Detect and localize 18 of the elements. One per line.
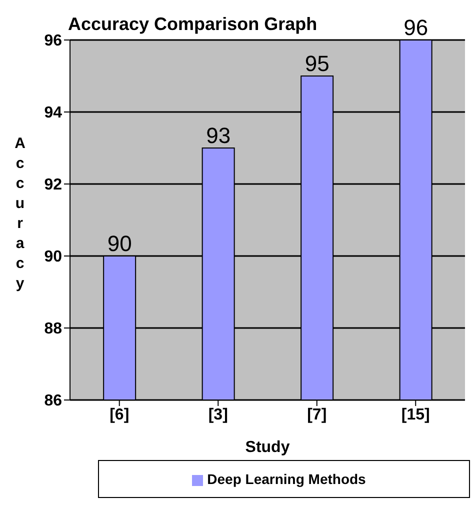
x-tick-label: [3]	[208, 406, 228, 424]
data-label: 96	[404, 15, 428, 40]
y-tick-label: 94	[44, 104, 62, 122]
y-tick-label: 88	[44, 320, 62, 338]
chart-title: Accuracy Comparison Graph	[68, 14, 318, 35]
y-axis-title: Accuracy	[14, 135, 26, 292]
x-tick-label: [6]	[110, 406, 130, 424]
y-tick-label: 96	[44, 32, 62, 50]
data-label: 93	[206, 123, 231, 148]
data-label: 90	[107, 231, 132, 256]
x-tick-label: [7]	[307, 406, 327, 424]
y-tick-label: 86	[44, 392, 62, 410]
x-tick-label: [15]	[401, 406, 430, 424]
x-axis-title: Study	[245, 439, 290, 456]
legend-label: Deep Learning Methods	[207, 471, 366, 487]
y-tick-label: 90	[44, 248, 62, 266]
data-label: 95	[304, 51, 330, 76]
y-tick-label: 92	[44, 176, 62, 194]
